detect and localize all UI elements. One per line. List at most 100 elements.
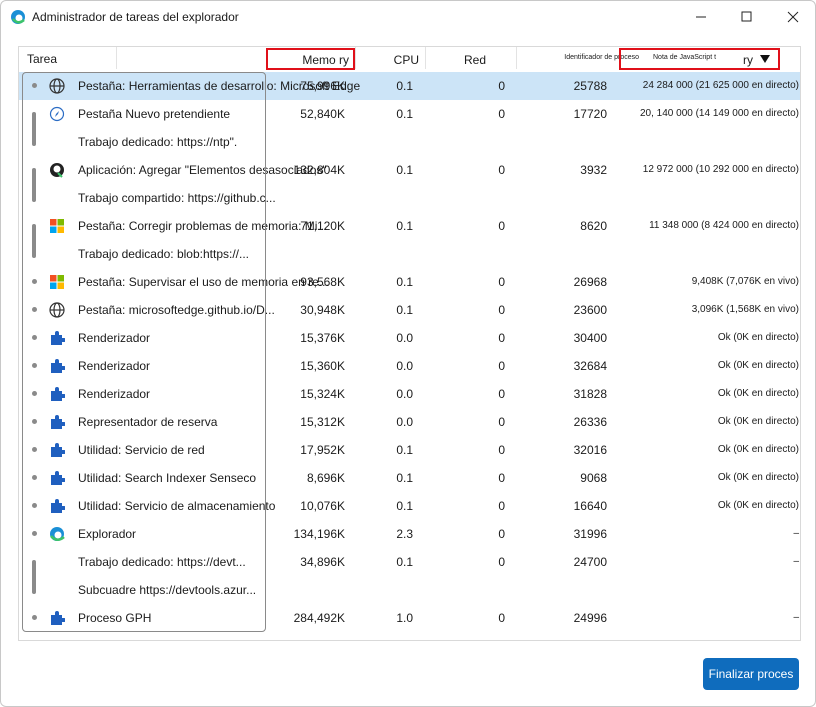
cell-pid: 17720 (573, 107, 607, 121)
row-marker (32, 391, 37, 396)
cell-network: 0 (498, 499, 505, 513)
cell-pid: 32016 (573, 443, 607, 457)
process-table: Tarea Memo ry CPU Red Identificador de p… (18, 46, 801, 641)
cell-memory: 34,896K (300, 555, 345, 569)
separator (516, 47, 517, 69)
row-icon (50, 275, 64, 289)
row-marker (32, 475, 37, 480)
window-title: Administrador de tareas del explorador (32, 10, 239, 24)
header-task[interactable]: Tarea (27, 52, 58, 66)
header-js-suffix[interactable]: ry (743, 53, 753, 67)
row-marker (32, 447, 37, 452)
row-marker (32, 419, 37, 424)
cell-js: 12 972 000 (10 292 000 en directo) (642, 164, 799, 175)
cell-memory: 30,948K (300, 303, 345, 317)
task-name: Pestaña: microsoftedge.github.io/D... (78, 303, 275, 317)
row-icon (51, 499, 65, 513)
task-name: Utilidad: Servicio de red (78, 443, 205, 457)
sort-arrow (760, 55, 770, 63)
row-marker (32, 335, 37, 340)
cell-js: Ok (0K en directo) (717, 472, 799, 483)
row-icon (50, 527, 65, 541)
cell-pid: 25788 (573, 79, 607, 93)
task-name: Trabajo dedicado: https://devt... (78, 555, 246, 569)
cell-memory: 15,312K (300, 415, 345, 429)
cell-memory: 93,568K (300, 275, 345, 289)
cell-pid: 24996 (573, 611, 607, 625)
task-name: Aplicación: Agregar "Elementos desasocia… (78, 163, 327, 177)
header-pid[interactable]: Identificador de proceso (564, 54, 639, 61)
task-name: Renderizador (78, 387, 151, 401)
cell-js: 3,096K (1,568K en vivo) (691, 304, 799, 315)
cell-memory: 132,804K (293, 163, 345, 177)
row-marker (32, 363, 37, 368)
row-icon (50, 219, 64, 233)
header-network[interactable]: Red (463, 53, 486, 67)
cell-cpu: 2.3 (396, 527, 413, 541)
cell-memory: 71,120K (300, 219, 345, 233)
focus-outline (22, 72, 266, 632)
row-marker (32, 307, 37, 312)
cell-network: 0 (498, 359, 505, 373)
cell-pid: 16640 (573, 499, 607, 513)
cell-js: Ok (0K en directo) (717, 444, 799, 455)
task-name: Trabajo compartido: https://github.c... (78, 191, 276, 205)
group-bar (32, 168, 36, 202)
group-bar (32, 560, 36, 594)
header-js[interactable]: Nota de JavaScript t (653, 54, 717, 61)
cell-js: – (793, 612, 799, 623)
row-marker (32, 279, 37, 284)
cell-network: 0 (498, 387, 505, 401)
cell-cpu: 0.1 (396, 555, 413, 569)
cell-memory: 8,696K (306, 471, 345, 485)
cell-js: Ok (0K en directo) (717, 500, 799, 511)
cell-js: 9,408K (7,076K en vivo) (691, 276, 799, 287)
cell-memory: 15,324K (300, 387, 345, 401)
cell-cpu: 0.1 (396, 275, 413, 289)
cell-network: 0 (498, 107, 505, 121)
task-name: Renderizador (78, 331, 151, 345)
highlight-box (619, 48, 780, 70)
separator (355, 47, 356, 69)
cell-memory: 284,492K (293, 611, 345, 625)
cell-pid: 31996 (573, 527, 607, 541)
task-name: Utilidad: Search Indexer Senseco (78, 471, 257, 485)
cell-cpu: 0.1 (396, 219, 413, 233)
cell-memory: 75,996K (300, 79, 345, 93)
header-cpu[interactable]: CPU (393, 53, 419, 67)
row-marker (32, 83, 37, 88)
cell-network: 0 (498, 527, 505, 541)
cell-js: Ok (0K en directo) (717, 360, 799, 371)
window-controls[interactable] (681, 7, 811, 27)
task-name: Proceso GPH (78, 611, 152, 625)
row-icon (51, 471, 65, 485)
cell-memory: 134,196K (293, 527, 345, 541)
cell-pid: 3932 (580, 163, 607, 177)
row-icon (49, 302, 65, 318)
cell-memory: 52,840K (300, 107, 345, 121)
cell-network: 0 (498, 79, 505, 93)
task-name: Pestaña Nuevo pretendiente (78, 107, 231, 121)
task-name: Renderizador (78, 359, 151, 373)
cell-pid: 9068 (580, 471, 607, 485)
cell-network: 0 (498, 163, 505, 177)
end-process-button[interactable]: Finalizar proces (703, 658, 799, 690)
row-icon (51, 331, 65, 345)
cell-pid: 26968 (573, 275, 607, 289)
row-marker (32, 503, 37, 508)
cell-memory: 15,376K (300, 331, 345, 345)
task-name: Trabajo dedicado: https://ntp". (78, 135, 238, 149)
row-icon (51, 387, 65, 401)
cell-cpu: 0.1 (396, 107, 413, 121)
cell-cpu: 0.1 (396, 443, 413, 457)
cell-network: 0 (498, 443, 505, 457)
row-icon (51, 359, 65, 373)
separator (116, 47, 117, 69)
header-memory[interactable]: Memo ry (302, 53, 349, 67)
cell-js: Ok (0K en directo) (717, 332, 799, 343)
rows: Pestaña: Herramientas de desarrollo: Mic… (19, 72, 800, 640)
row-marker (32, 531, 37, 536)
task-name: Representador de reserva (78, 415, 218, 429)
task-name: Trabajo dedicado: blob:https://... (78, 247, 249, 261)
